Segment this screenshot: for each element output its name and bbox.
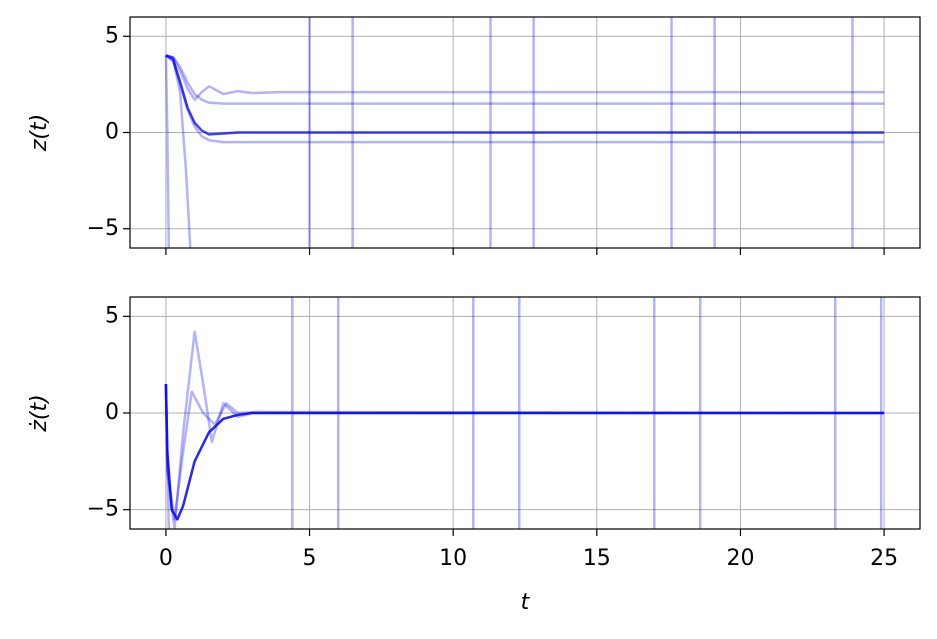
x-tick-label: 25 [870,546,898,571]
y-tick-label: −5 [87,497,119,522]
y-tick-label: 0 [105,400,119,425]
x-tick-label: 15 [583,546,611,571]
x-tick-label: 5 [303,546,317,571]
y-tick-label: −5 [87,216,119,241]
series-line [165,54,885,102]
y-tick-label: 0 [105,120,119,145]
y-axis-label: z(t) [27,114,52,152]
y-axis-label: ż(t) [27,394,52,432]
x-tick-label: 20 [726,546,754,571]
y-tick-label: 5 [105,303,119,328]
x-axis-label: t [521,590,531,615]
series-line [165,54,885,136]
plot-area [164,17,885,248]
y-tick-label: 5 [105,23,119,48]
series-line [164,55,171,248]
series-line [165,54,885,105]
plot-area [164,297,885,529]
axes-frame [129,296,921,530]
x-tick-label: 0 [159,546,173,571]
x-tick-label: 10 [439,546,467,571]
series-line [164,383,885,521]
axes-frame [129,16,921,249]
